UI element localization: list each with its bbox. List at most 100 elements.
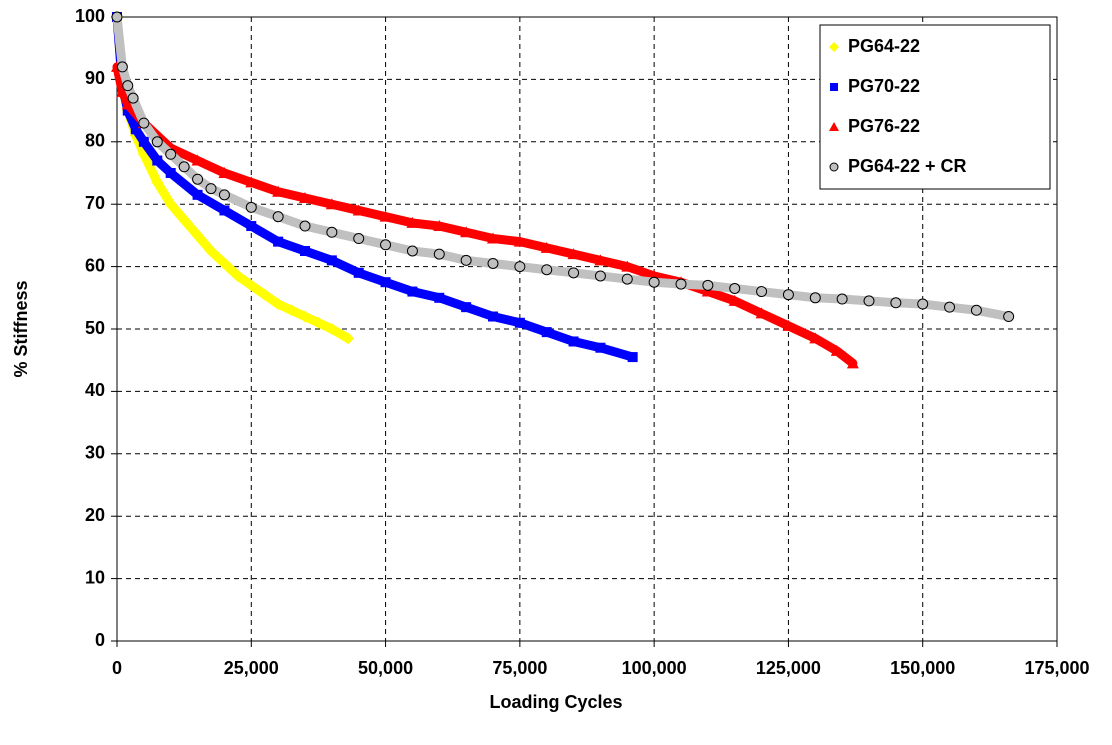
marker-diamond bbox=[231, 269, 244, 282]
plot-frame bbox=[116, 16, 1058, 642]
marker-triangle bbox=[540, 241, 553, 253]
marker-square bbox=[627, 352, 638, 363]
marker-circle bbox=[272, 211, 284, 223]
marker-circle bbox=[127, 92, 139, 104]
marker-triangle bbox=[433, 220, 446, 232]
legend-label: PG64-22 + CR bbox=[848, 156, 967, 176]
marker-triangle bbox=[245, 176, 258, 188]
marker-diamond bbox=[205, 245, 217, 257]
marker-circle bbox=[460, 254, 472, 266]
marker-diamond bbox=[164, 198, 177, 211]
marker-square bbox=[246, 221, 257, 232]
marker-triangle bbox=[846, 357, 859, 369]
marker-square bbox=[138, 136, 149, 147]
marker-circle bbox=[970, 304, 982, 316]
marker-triangle bbox=[379, 210, 392, 222]
marker-circle bbox=[836, 293, 848, 305]
marker-diamond bbox=[258, 288, 271, 301]
marker-triangle bbox=[621, 260, 634, 272]
marker-triangle bbox=[513, 235, 526, 247]
legend-label: PG76-22 bbox=[848, 116, 920, 136]
y-tick-label: 40 bbox=[85, 380, 105, 400]
marker-triangle bbox=[829, 122, 839, 131]
x-tick-label: 175,000 bbox=[1024, 658, 1089, 678]
marker-circle bbox=[863, 295, 875, 307]
y-tick-label: 90 bbox=[85, 68, 105, 88]
series-band bbox=[112, 12, 1014, 322]
marker-circle bbox=[594, 270, 606, 282]
marker-circle bbox=[541, 264, 553, 276]
legend-label: PG70-22 bbox=[848, 76, 920, 96]
marker-square bbox=[380, 277, 391, 288]
marker-square bbox=[326, 255, 337, 266]
marker-circle bbox=[245, 201, 257, 213]
marker-triangle bbox=[809, 332, 822, 344]
marker-square bbox=[219, 205, 230, 216]
marker-square bbox=[152, 155, 163, 166]
marker-square bbox=[300, 246, 310, 256]
marker-square bbox=[541, 327, 552, 338]
marker-circle bbox=[621, 273, 633, 285]
marker-diamond bbox=[218, 257, 231, 270]
y-tick-label: 10 bbox=[85, 567, 105, 587]
x-tick-label: 50,000 bbox=[358, 658, 413, 678]
marker-triangle bbox=[460, 226, 473, 238]
x-tick-label: 125,000 bbox=[756, 658, 821, 678]
marker-diamond bbox=[829, 42, 839, 52]
y-tick-label: 0 bbox=[95, 630, 105, 650]
marker-circle bbox=[944, 301, 956, 313]
marker-diamond bbox=[285, 304, 298, 317]
marker-square bbox=[830, 83, 838, 91]
marker-circle bbox=[138, 117, 150, 129]
marker-square bbox=[353, 267, 364, 278]
marker-circle bbox=[116, 61, 128, 73]
marker-triangle bbox=[191, 154, 204, 166]
marker-square bbox=[595, 342, 606, 353]
marker-circle bbox=[192, 173, 204, 185]
marker-triangle bbox=[272, 185, 285, 197]
marker-diamond bbox=[178, 213, 191, 226]
marker-diamond bbox=[245, 279, 258, 292]
marker-triangle bbox=[782, 319, 795, 331]
marker-square bbox=[130, 124, 141, 135]
x-tick-label: 25,000 bbox=[224, 658, 279, 678]
marker-triangle bbox=[728, 294, 741, 306]
marker-diamond bbox=[191, 229, 204, 242]
marker-triangle bbox=[487, 232, 499, 244]
marker-triangle bbox=[755, 307, 768, 319]
marker-triangle bbox=[406, 216, 419, 228]
marker-circle bbox=[648, 276, 660, 288]
marker-triangle bbox=[830, 344, 843, 356]
marker-circle bbox=[702, 279, 714, 291]
marker-circle bbox=[917, 298, 929, 310]
y-tick-label: 60 bbox=[85, 255, 105, 275]
marker-circle bbox=[406, 245, 418, 257]
x-tick-label: 75,000 bbox=[492, 658, 547, 678]
x-tick-label: 0 bbox=[112, 658, 122, 678]
marker-circle bbox=[218, 189, 230, 201]
marker-triangle bbox=[218, 167, 231, 178]
marker-circle bbox=[380, 239, 392, 251]
marker-diamond bbox=[299, 310, 311, 323]
marker-triangle bbox=[701, 285, 714, 297]
x-tick-label: 150,000 bbox=[890, 658, 955, 678]
x-axis-title: Loading Cycles bbox=[489, 692, 622, 712]
series-band bbox=[112, 12, 638, 362]
marker-circle bbox=[675, 278, 687, 290]
y-tick-label: 20 bbox=[85, 505, 105, 525]
marker-diamond bbox=[272, 298, 285, 311]
marker-circle bbox=[829, 162, 839, 172]
marker-circle bbox=[890, 297, 902, 309]
marker-circle bbox=[299, 220, 311, 232]
marker-square bbox=[165, 168, 176, 178]
marker-circle bbox=[165, 148, 177, 160]
marker-diamond bbox=[341, 332, 354, 345]
marker-square bbox=[461, 302, 472, 313]
marker-circle bbox=[514, 261, 526, 273]
y-tick-label: 50 bbox=[85, 318, 105, 338]
marker-circle bbox=[151, 136, 163, 148]
marker-square bbox=[407, 286, 418, 297]
marker-circle bbox=[111, 11, 123, 23]
marker-triangle bbox=[299, 191, 311, 203]
